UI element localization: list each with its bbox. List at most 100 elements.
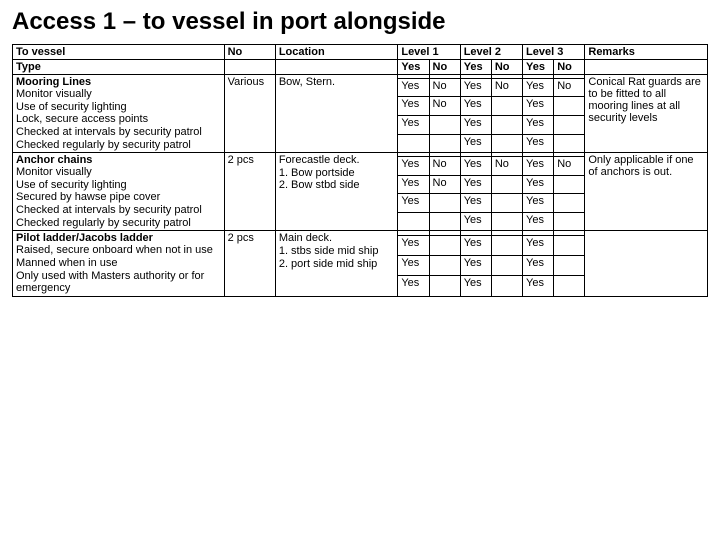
section-no: 2 pcs [224,231,275,297]
cell-l2n [491,235,522,255]
cell-l1n [429,115,460,134]
cell-l2y: Yes [460,134,491,153]
section-name: Pilot ladder/Jacobs ladder [16,232,221,244]
list-item: Checked regularly by security patrol [16,139,221,152]
location-line: Bow, Stern. [279,76,395,89]
location-line: 1. stbs side mid ship [279,245,395,258]
list-item: Checked at intervals by security patrol [16,126,221,139]
section-head-row: Pilot ladder/Jacobs ladderRaised, secure… [13,231,708,235]
cell-l2n [491,212,522,231]
cell-l2n: No [491,156,522,175]
cell-l2n [491,134,522,153]
cell-l3y: Yes [523,255,554,275]
cell-l2n [491,175,522,194]
location-line: Main deck. [279,232,395,245]
section-items: Raised, secure onboard when not in useMa… [16,244,221,295]
cell-l2n [491,276,522,297]
cell-l2y: Yes [460,156,491,175]
cell-l3y: Yes [523,235,554,255]
cell-l1y: Yes [398,276,429,297]
hdr-l3-no: No [554,60,585,75]
cell-l2n [491,255,522,275]
header-row-2: TypeYesNoYesNoYesNo [13,60,708,75]
cell-l1n [429,235,460,255]
cell-l2y: Yes [460,276,491,297]
section-desc: Mooring LinesMonitor visuallyUse of secu… [13,75,225,153]
cell-l1n [429,194,460,213]
list-item: Lock, secure access points [16,113,221,126]
cell-l1y: Yes [398,255,429,275]
list-item: Monitor visually [16,166,221,179]
cell-l3n [554,97,585,116]
cell-l2n [491,97,522,116]
location-line: Forecastle deck. [279,154,395,167]
cell-l3y: Yes [523,194,554,213]
cell-l3n [554,194,585,213]
section-location: Main deck.1. stbs side mid ship2. port s… [275,231,398,297]
remarks-text: Conical Rat guards are to be fitted to a… [588,76,704,124]
cell-l1y: Yes [398,194,429,213]
cell-l2y: Yes [460,115,491,134]
cell-l3y: Yes [523,276,554,297]
cell-l3n: No [554,156,585,175]
hdr-level-2: Level 2 [460,45,522,60]
cell-l3n: No [554,78,585,97]
cell-l3n [554,276,585,297]
hdr-to-vessel: To vessel [13,45,225,60]
page-title: Access 1 – to vessel in port alongside [12,8,708,36]
cell-l3n [554,175,585,194]
cell-l2n [491,194,522,213]
section-no: 2 pcs [224,153,275,231]
cell-l1n: No [429,78,460,97]
list-item: Use of security lighting [16,101,221,114]
cell-l3n [554,115,585,134]
cell-l3n [554,235,585,255]
hdr-level-1: Level 1 [398,45,460,60]
cell-l1y: Yes [398,78,429,97]
section-remarks: Only applicable if one of anchors is out… [585,153,708,231]
hdr-empty-no [224,60,275,75]
cell-l2y: Yes [460,78,491,97]
hdr-remarks: Remarks [585,45,708,60]
hdr-l2-no: No [491,60,522,75]
cell-l3y: Yes [523,212,554,231]
list-item: Use of security lighting [16,179,221,192]
hdr-no: No [224,45,275,60]
section-location: Forecastle deck.1. Bow portside2. Bow st… [275,153,398,231]
cell-l2y: Yes [460,235,491,255]
cell-l3n [554,212,585,231]
section-no: Various [224,75,275,153]
cell-l3y: Yes [523,97,554,116]
section-location: Bow, Stern. [275,75,398,153]
cell-l3n [554,255,585,275]
hdr-l3-yes: Yes [523,60,554,75]
cell-l1y [398,212,429,231]
hdr-l2-yes: Yes [460,60,491,75]
remarks-text: Only applicable if one of anchors is out… [588,154,704,178]
location-line: 1. Bow portside [279,167,395,180]
cell-l1y: Yes [398,235,429,255]
access-table: To vesselNoLocationLevel 1Level 2Level 3… [12,44,708,297]
cell-l1y: Yes [398,156,429,175]
header-row-1: To vesselNoLocationLevel 1Level 2Level 3… [13,45,708,60]
cell-l1n [429,255,460,275]
location-line: 2. port side mid ship [279,258,395,271]
list-item: Raised, secure onboard when not in use [16,244,221,257]
cell-l1y [398,134,429,153]
cell-l1y: Yes [398,175,429,194]
list-item: Secured by hawse pipe cover [16,191,221,204]
cell-l2y: Yes [460,175,491,194]
hdr-l1-no: No [429,60,460,75]
cell-l2n: No [491,78,522,97]
cell-l3y: Yes [523,175,554,194]
section-desc: Pilot ladder/Jacobs ladderRaised, secure… [13,231,225,297]
hdr-empty-loc [275,60,398,75]
cell-l3y: Yes [523,134,554,153]
cell-l1n: No [429,175,460,194]
section-head-row: Anchor chainsMonitor visuallyUse of secu… [13,153,708,157]
list-item: Checked regularly by security patrol [16,217,221,230]
hdr-location: Location [275,45,398,60]
cell-l3n [554,134,585,153]
list-item: Manned when in use [16,257,221,270]
cell-l2y: Yes [460,255,491,275]
